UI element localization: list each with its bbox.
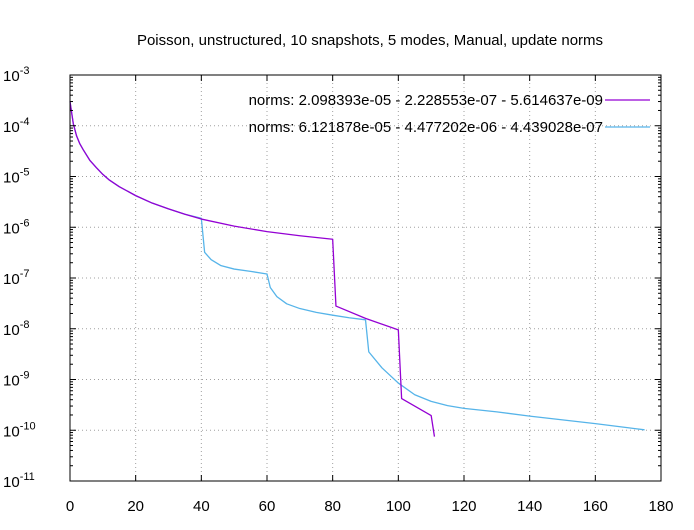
tick-marks	[69, 74, 662, 482]
series-line-1	[69, 101, 436, 437]
x-tick-label: 20	[127, 498, 144, 515]
x-tick-label: 140	[517, 498, 542, 515]
x-tick-label: 80	[324, 498, 341, 515]
legend-label-2: norms: 6.121878e-05 - 4.477202e-06 - 4.4…	[249, 119, 603, 136]
legend-label-1: norms: 2.098393e-05 - 2.228553e-07 - 5.6…	[249, 92, 603, 109]
x-tick-label: 0	[66, 498, 74, 515]
x-tick-label: 180	[648, 498, 673, 515]
x-tick-label: 40	[193, 498, 210, 515]
x-tick-label: 100	[386, 498, 411, 515]
x-tick-labels: 0 20 40 60 80 100 120 140 160 180	[66, 498, 674, 515]
legend: norms: 2.098393e-05 - 2.228553e-07 - 5.6…	[249, 92, 650, 136]
chart-title: Poisson, unstructured, 10 snapshots, 5 m…	[137, 32, 603, 49]
x-tick-label: 60	[259, 498, 276, 515]
x-tick-label: 120	[451, 498, 476, 515]
x-tick-label: 160	[583, 498, 608, 515]
grid	[70, 75, 661, 481]
plot-series	[69, 101, 645, 437]
